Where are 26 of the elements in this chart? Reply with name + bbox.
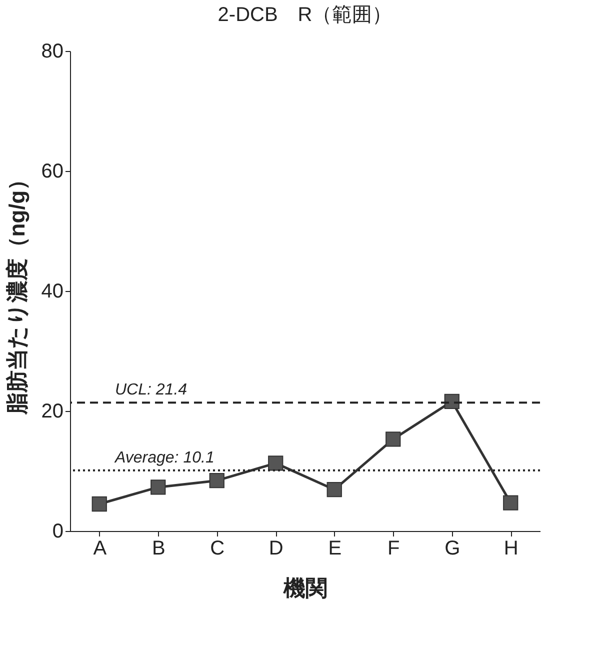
y-axis-title: 脂肪当たり濃度（ng/g） (4, 168, 30, 416)
y-tick-label: 40 (41, 280, 64, 302)
x-tick-label: B (152, 538, 166, 560)
x-tick-label: F (388, 538, 400, 560)
point (268, 456, 284, 471)
ref-line-label: Average: 10.1 (114, 449, 214, 466)
x-tick-label: C (210, 538, 225, 560)
point (92, 496, 107, 512)
point (209, 473, 224, 488)
x-tick-label: A (93, 538, 108, 560)
y-tick-label: 20 (41, 400, 64, 422)
y-tick-label: 0 (52, 520, 64, 542)
point (150, 480, 166, 495)
x-tick-label: G (444, 538, 460, 560)
point (386, 432, 401, 447)
chart-title: 2-DCB R（範囲） (218, 4, 392, 26)
x-tick-label: H (504, 538, 518, 560)
ref-line-label: UCL: 21.4 (115, 382, 188, 399)
point (503, 495, 518, 510)
x-axis-title: 機関 (282, 576, 328, 600)
y-tick-label: 80 (41, 40, 64, 62)
x-tick-label: E (328, 538, 342, 560)
x-tick-label: D (268, 538, 284, 560)
y-tick-label: 60 (41, 160, 64, 182)
point (326, 482, 342, 498)
point (444, 394, 460, 409)
